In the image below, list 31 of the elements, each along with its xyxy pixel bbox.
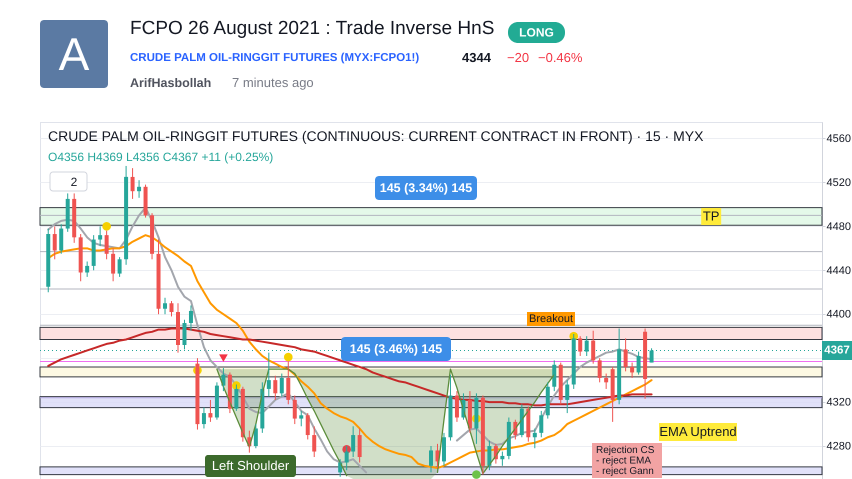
y-tick-label: 4560	[826, 132, 851, 145]
text: 4344	[462, 50, 492, 65]
annotation: 145 (3.46%) 145	[350, 342, 442, 356]
ref-line-label: 4367	[824, 344, 850, 356]
band-label: TP	[702, 208, 720, 224]
annotation: CRUDE PALM OIL-RINGGIT FUTURES (CONTINUOUS: CURRENT CONTRACT IN FRONT) · 15 · MYX	[48, 128, 704, 144]
annotation: 145 (3.34%) 145	[380, 181, 472, 195]
annotation: EMA Uptrend	[659, 424, 737, 439]
y-tick-label: 4520	[826, 176, 851, 189]
annotation: Left Shoulder	[212, 458, 290, 473]
chart-subtitle: CRUDE PALM OIL-RINGGIT FUTURES (MYX:FCPO1!)	[130, 52, 420, 64]
text: ArifHasbollah	[130, 76, 212, 90]
y-tick-label: 4440	[826, 264, 851, 277]
text: LONG	[519, 26, 554, 40]
annotation: 2	[70, 175, 78, 189]
annotation: Breakout	[528, 313, 574, 325]
text: −0.46%	[538, 50, 583, 65]
text: 7 minutes ago	[232, 75, 314, 90]
point	[102, 222, 111, 231]
text: −20	[507, 50, 530, 65]
chart-title: FCPO 26 August 2021 : Trade Inverse HnS	[130, 18, 494, 39]
annotation: Rejection CS - reject EMA - reject Gann	[596, 445, 655, 477]
text: A	[58, 28, 90, 80]
y-tick-label: 4480	[826, 220, 851, 233]
y-tick-label: 4280	[826, 440, 851, 453]
y-tick-label: 4320	[826, 396, 851, 409]
point	[472, 470, 481, 479]
annotation: O4356 H4369 L4356 C4367 +11 (+0.25%)	[48, 150, 274, 164]
point	[219, 354, 228, 362]
y-tick-label: 4400	[826, 308, 851, 321]
point	[284, 352, 293, 362]
